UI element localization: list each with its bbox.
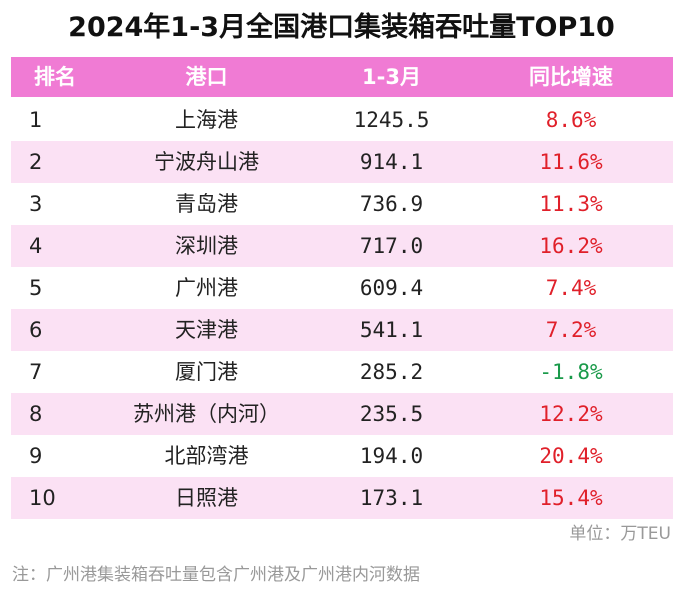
volume-cell: 285.2 — [359, 360, 424, 384]
header-port: 港口 — [185, 65, 228, 89]
growth-cell: 7.4% — [545, 276, 597, 300]
volume-cell: 235.5 — [359, 402, 424, 426]
footnote: 注：广州港集装箱吞吐量包含广州港及广州港内河数据 — [12, 565, 420, 585]
rank-cell: 2 — [29, 150, 43, 174]
ranking-table: 排名 港口 1-3月 同比增速 1 上海港 1245.5 8.6% 2 宁波舟山港 914.… — [11, 57, 673, 519]
rank-cell: 9 — [29, 444, 43, 468]
port-cell: 日照港 — [175, 486, 238, 510]
port-cell: 厦门港 — [175, 360, 238, 384]
growth-cell: 16.2% — [539, 234, 603, 258]
growth-cell: 11.6% — [539, 150, 603, 174]
volume-cell: 736.9 — [359, 192, 424, 216]
rank-cell: 3 — [29, 192, 43, 216]
table-row: 2 宁波舟山港 914.1 11.6% — [11, 141, 673, 183]
port-cell: 苏州港（内河） — [133, 402, 280, 426]
table-row: 5 广州港 609.4 7.4% — [11, 267, 673, 309]
table-row: 10 日照港 173.1 15.4% — [11, 477, 673, 519]
page-title: 2024年1-3月全国港口集装箱吞吐量TOP10 — [68, 12, 615, 43]
port-cell: 上海港 — [175, 108, 238, 132]
table-header: 排名 港口 1-3月 同比增速 — [11, 57, 673, 97]
table-row: 8 苏州港（内河） 235.5 12.2% — [11, 393, 673, 435]
table-row: 1 上海港 1245.5 8.6% — [11, 99, 673, 141]
rank-cell: 4 — [29, 234, 43, 258]
port-cell: 广州港 — [175, 276, 238, 300]
growth-cell: 11.3% — [539, 192, 603, 216]
rank-cell: 10 — [29, 486, 56, 510]
port-cell: 宁波舟山港 — [154, 150, 259, 174]
table-row: 4 深圳港 717.0 16.2% — [11, 225, 673, 267]
volume-cell: 173.1 — [359, 486, 424, 510]
volume-cell: 541.1 — [359, 318, 424, 342]
port-cell: 北部湾港 — [164, 444, 249, 468]
rank-cell: 1 — [29, 108, 43, 132]
growth-cell: -1.8% — [539, 360, 603, 384]
growth-cell: 12.2% — [539, 402, 603, 426]
header-growth: 同比增速 — [529, 65, 613, 89]
volume-cell: 609.4 — [359, 276, 424, 300]
growth-cell: 7.2% — [545, 318, 597, 342]
table-row: 3 青岛港 736.9 11.3% — [11, 183, 673, 225]
header-rank: 排名 — [34, 65, 76, 89]
port-cell: 天津港 — [175, 318, 238, 342]
unit-label: 单位：万TEU — [569, 524, 671, 544]
header-volume: 1-3月 — [362, 65, 421, 89]
growth-cell: 20.4% — [539, 444, 603, 468]
rank-cell: 6 — [29, 318, 43, 342]
rank-cell: 7 — [29, 360, 43, 384]
table-row: 6 天津港 541.1 7.2% — [11, 309, 673, 351]
growth-cell: 8.6% — [545, 108, 597, 132]
volume-cell: 1245.5 — [353, 108, 430, 132]
table-row: 7 厦门港 285.2 -1.8% — [11, 351, 673, 393]
volume-cell: 717.0 — [359, 234, 424, 258]
rank-cell: 8 — [29, 402, 43, 426]
rank-cell: 5 — [29, 276, 43, 300]
table-body: 1 上海港 1245.5 8.6% 2 宁波舟山港 914.1 11.6% 3 青岛港 736.9 1… — [11, 99, 673, 519]
port-cell: 深圳港 — [175, 234, 238, 258]
table-row: 9 北部湾港 194.0 20.4% — [11, 435, 673, 477]
port-cell: 青岛港 — [175, 192, 238, 216]
volume-cell: 194.0 — [359, 444, 424, 468]
growth-cell: 15.4% — [539, 486, 603, 510]
volume-cell: 914.1 — [359, 150, 424, 174]
